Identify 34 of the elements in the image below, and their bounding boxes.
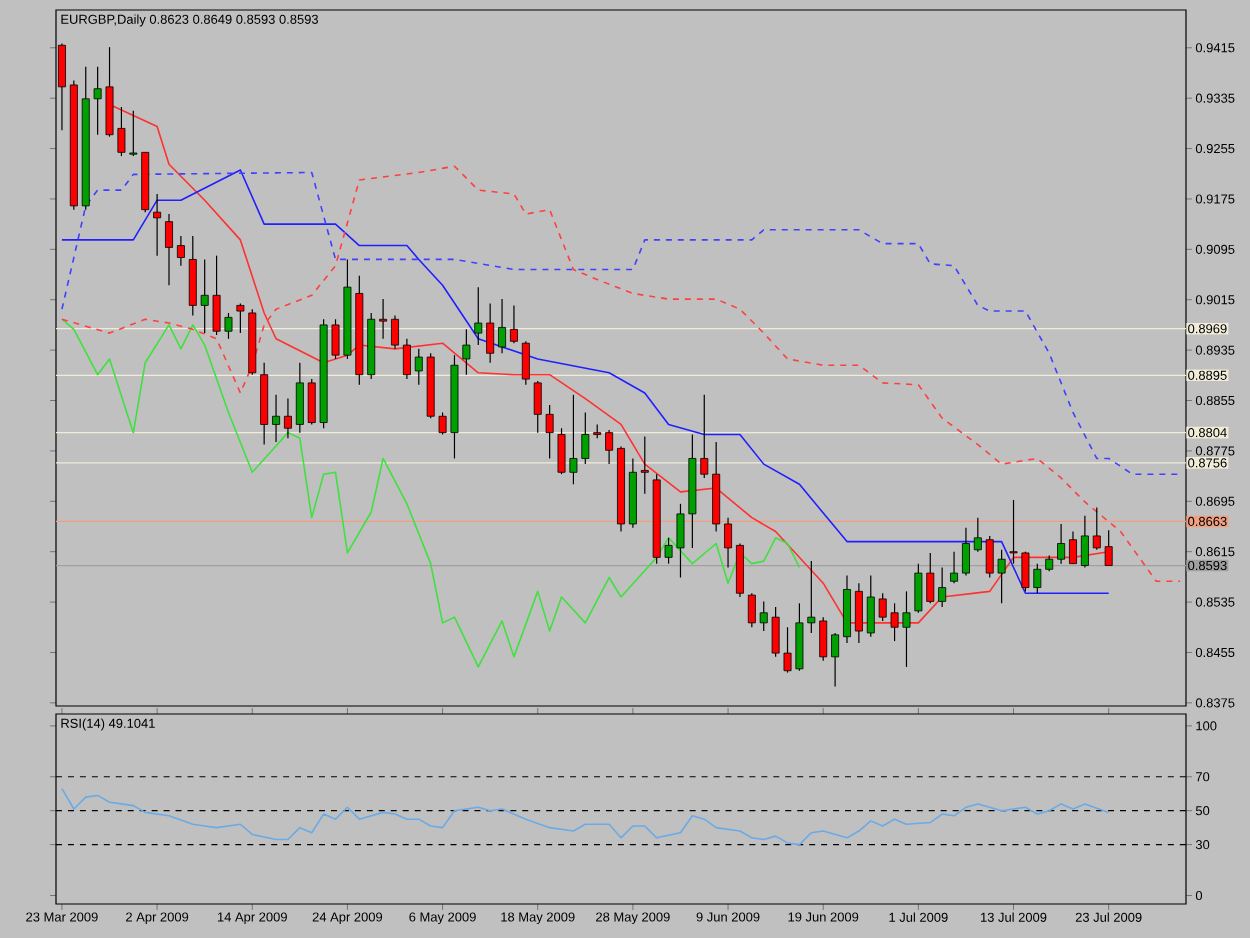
candlestick [153,193,162,257]
candlestick [735,542,744,598]
candlestick [462,328,471,376]
candlestick [283,398,292,439]
candlestick [498,298,507,354]
candlestick [391,314,399,350]
candlestick [295,362,304,434]
candlestick [854,582,863,644]
candlestick [1069,530,1077,565]
candlestick [950,551,959,584]
candlestick [379,298,388,340]
candlestick [272,394,281,443]
candlestick [640,435,649,495]
candlestick [402,338,411,380]
line-series [61,787,1110,846]
candlestick [236,302,245,334]
candlestick [961,527,970,577]
candlestick [831,632,840,688]
candlestick [843,575,851,644]
candlestick [747,592,756,628]
candlestick [938,566,947,608]
line-series [61,171,1181,475]
candlestick [486,302,495,364]
candlestick [1057,523,1066,565]
candlestick [176,235,185,267]
candlestick [724,517,733,569]
candlestick [605,429,614,465]
line-series [61,318,801,668]
candlestick [973,517,982,553]
candlestick [474,286,483,346]
candlestick [1080,515,1089,569]
candlestick [509,304,518,344]
candlestick [521,340,530,386]
candlestick [165,213,173,286]
